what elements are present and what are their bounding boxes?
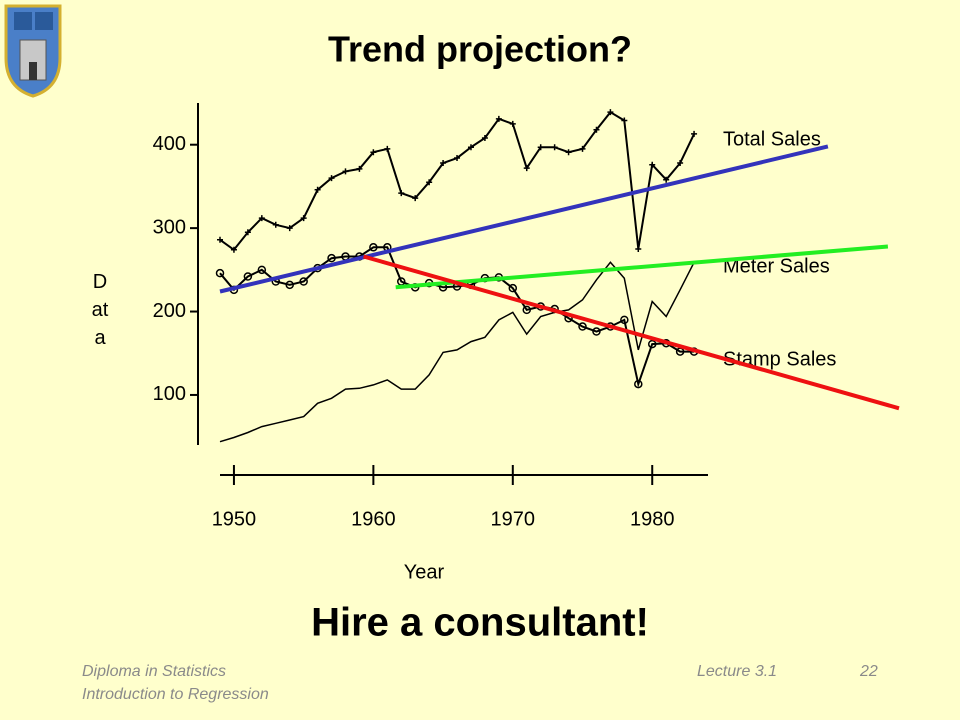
point <box>508 283 518 293</box>
point <box>592 327 601 336</box>
point <box>327 253 336 263</box>
point <box>579 145 586 152</box>
point <box>537 144 544 151</box>
series-line <box>219 110 696 252</box>
point <box>384 145 391 152</box>
point <box>356 165 363 172</box>
point <box>635 245 642 252</box>
point <box>243 272 253 281</box>
series-label: Meter Sales <box>723 255 830 277</box>
point <box>663 176 670 183</box>
point <box>621 117 628 124</box>
point <box>398 190 405 197</box>
point <box>370 149 377 156</box>
point <box>286 225 293 232</box>
point <box>230 246 237 253</box>
y-tick-label: 200 <box>153 300 186 322</box>
point <box>258 215 265 222</box>
point <box>467 144 474 151</box>
point <box>314 186 321 193</box>
point <box>215 268 225 278</box>
point <box>342 168 349 175</box>
trend-line <box>219 144 829 294</box>
y-tick-label: 300 <box>153 216 186 238</box>
point <box>522 305 531 315</box>
point <box>440 160 447 167</box>
point <box>509 120 516 127</box>
footer-course: Diploma in Statistics <box>82 663 226 680</box>
x-tick-label: 1970 <box>491 508 536 530</box>
point <box>593 126 600 133</box>
point <box>677 160 684 167</box>
point <box>607 109 614 116</box>
point <box>369 243 378 252</box>
point <box>244 229 251 236</box>
point <box>285 280 294 290</box>
point <box>454 155 461 162</box>
series-label: Stamp Sales <box>723 348 836 370</box>
x-tick-label: 1980 <box>630 508 675 530</box>
slide-title: Trend projection? <box>328 29 632 70</box>
x-tick-label: 1950 <box>212 508 257 530</box>
point <box>495 115 502 122</box>
point <box>523 165 530 172</box>
footer-page: 22 <box>859 663 878 680</box>
y-tick-label: 400 <box>153 133 186 155</box>
point <box>300 215 307 222</box>
conclusion: Hire a consultant! <box>311 601 649 645</box>
point <box>578 322 587 331</box>
point <box>328 175 335 182</box>
series-line <box>219 246 695 388</box>
point <box>565 149 572 156</box>
x-tick-label: 1960 <box>351 508 396 530</box>
crest <box>4 4 62 98</box>
point <box>272 221 279 228</box>
y-tick-label: 100 <box>153 383 186 405</box>
point <box>620 315 629 325</box>
trend-line <box>363 254 900 411</box>
point <box>257 265 267 275</box>
point <box>426 179 433 186</box>
point <box>412 195 419 202</box>
point <box>649 161 656 168</box>
point <box>217 236 223 243</box>
point <box>691 130 698 137</box>
point <box>299 277 308 286</box>
point <box>481 135 488 142</box>
point <box>647 339 657 349</box>
point <box>634 379 643 389</box>
x-axis-label: Year <box>404 561 445 583</box>
point <box>551 144 558 151</box>
y-axis-label: Data <box>91 271 109 349</box>
series-label: Total Sales <box>723 128 821 150</box>
footer-subject: Introduction to Regression <box>82 686 269 703</box>
footer-lecture: Lecture 3.1 <box>697 663 777 680</box>
trend-line <box>395 244 889 290</box>
series-line <box>219 261 695 443</box>
